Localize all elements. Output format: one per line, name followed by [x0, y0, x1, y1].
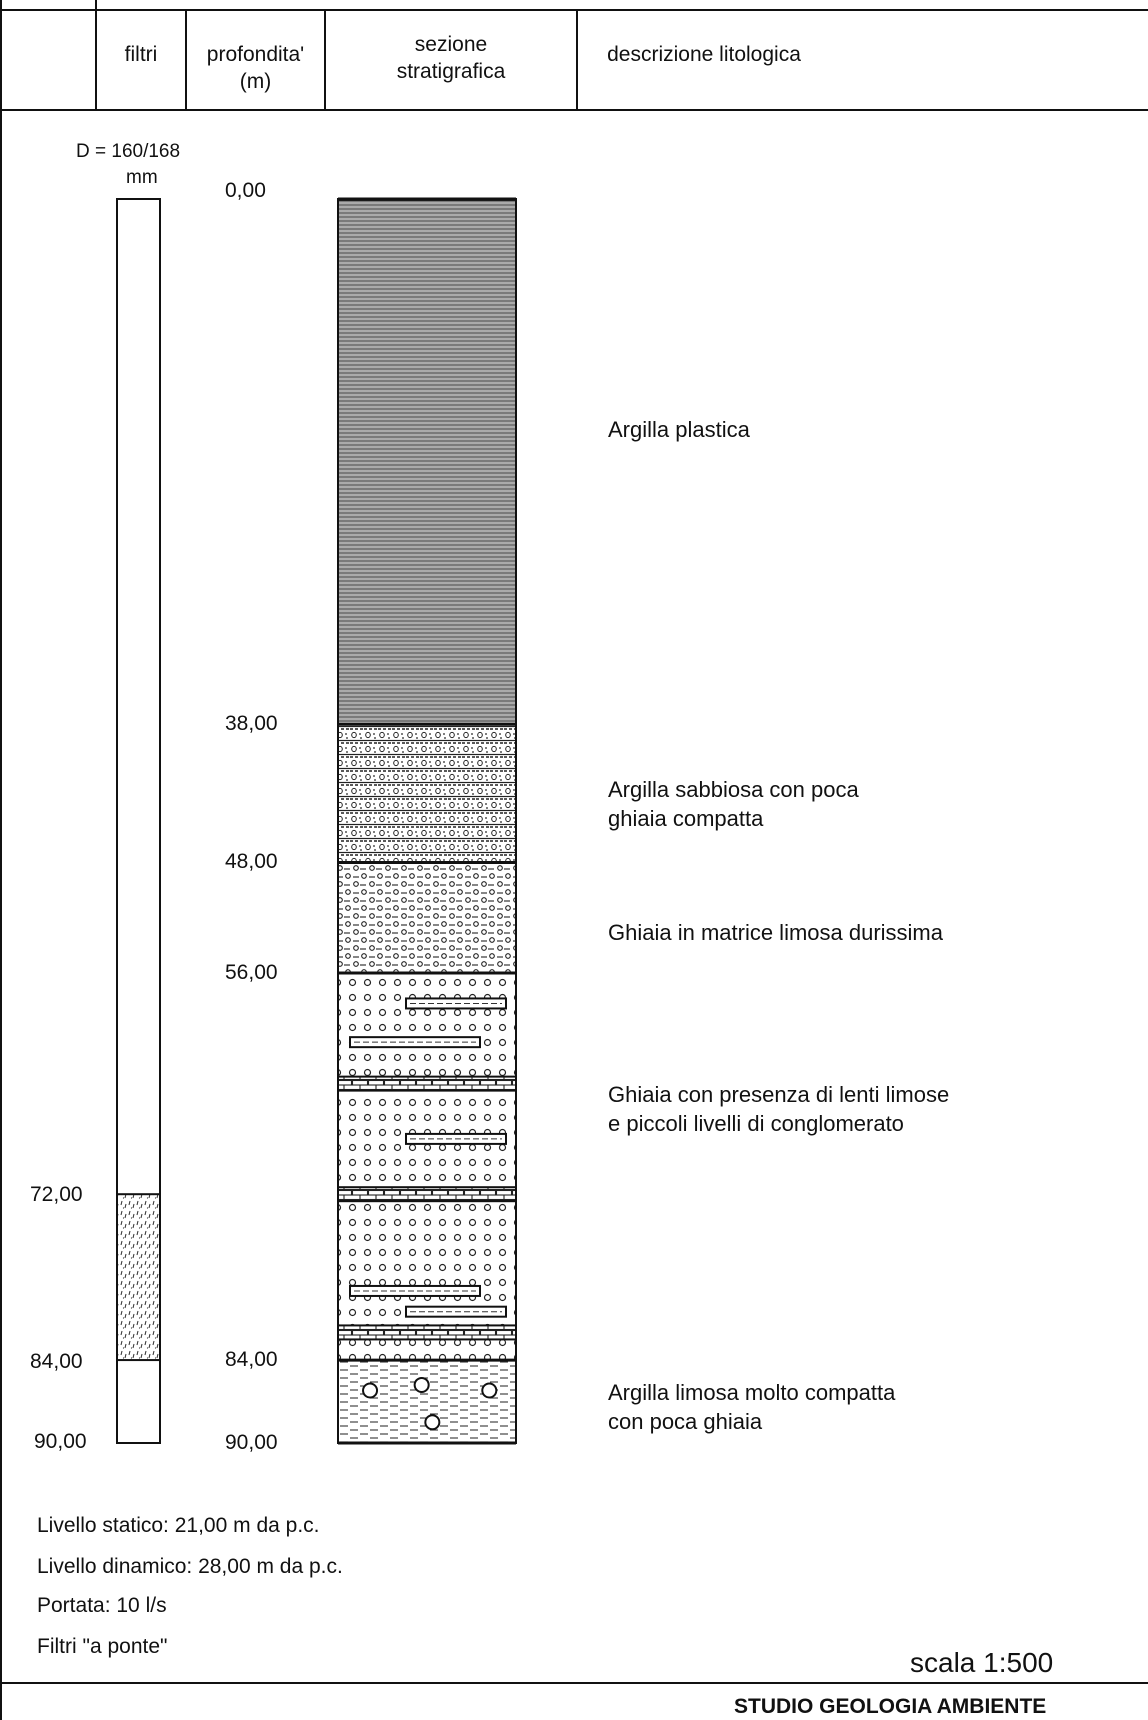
conglomerate-band — [337, 1324, 517, 1341]
header-profondita: profondita' (m) — [206, 43, 305, 93]
footer-studio: STUDIO GEOLOGIA AMBIENTE — [734, 1695, 1047, 1718]
depth-label: 56,00 — [225, 961, 278, 985]
layer-description: Argilla sabbiosa con poca ghiaia compatta — [608, 777, 859, 831]
layer-gravel-lenses — [338, 973, 516, 1361]
header-descrizione: descrizione litologica — [607, 43, 801, 66]
column-outline — [337, 198, 517, 1444]
layer-silty-clay — [338, 1360, 516, 1443]
depth-label: 0,00 — [225, 179, 266, 202]
gravel-clast — [481, 1382, 498, 1399]
well-filter-section — [116, 1193, 161, 1362]
well-bottom-depth: 90,00 — [34, 1430, 87, 1453]
layer-description: Argilla limosa molto compatta con poca gh… — [608, 1380, 896, 1434]
filter-bottom-depth: 84,00 — [30, 1350, 83, 1373]
depth-label: 90,00 — [225, 1431, 278, 1454]
layer-clay — [338, 199, 516, 725]
layer-sandy-clay — [338, 724, 516, 863]
depth-label: 84,00 — [225, 1348, 278, 1372]
layer-gravel-silt — [338, 862, 516, 974]
depth-label: 38,00 — [225, 712, 278, 736]
silt-lens — [349, 1036, 481, 1049]
gravel-clast — [424, 1414, 441, 1431]
gravel-clast — [362, 1382, 379, 1399]
note-filters: Filtri "a ponte" — [37, 1635, 168, 1658]
note-flow-rate: Portata: 10 l/s — [37, 1594, 167, 1617]
layer-description: Ghiaia con presenza di lenti limose e pic… — [608, 1082, 950, 1136]
filter-top-depth: 72,00 — [30, 1183, 83, 1206]
layer-description: Ghiaia in matrice limosa durissima — [608, 920, 943, 945]
layer-description: Argilla plastica — [608, 417, 750, 442]
depth-label: 48,00 — [225, 850, 278, 874]
well-diameter-unit: mm — [126, 167, 158, 188]
header-sezione: sezione stratigrafica — [396, 33, 506, 83]
note-static-level: Livello statico: 21,00 m da p.c. — [37, 1514, 320, 1537]
header-filtri: filtri — [124, 43, 158, 66]
silt-lens — [349, 1284, 481, 1297]
conglomerate-band — [337, 1075, 517, 1092]
conglomerate-band — [337, 1186, 517, 1203]
note-dynamic-level: Livello dinamico: 28,00 m da p.c. — [37, 1555, 343, 1578]
well-diameter-label: D = 160/168 — [76, 141, 181, 162]
gravel-clast — [413, 1376, 430, 1393]
scale-label: scala 1:500 — [910, 1647, 1054, 1678]
